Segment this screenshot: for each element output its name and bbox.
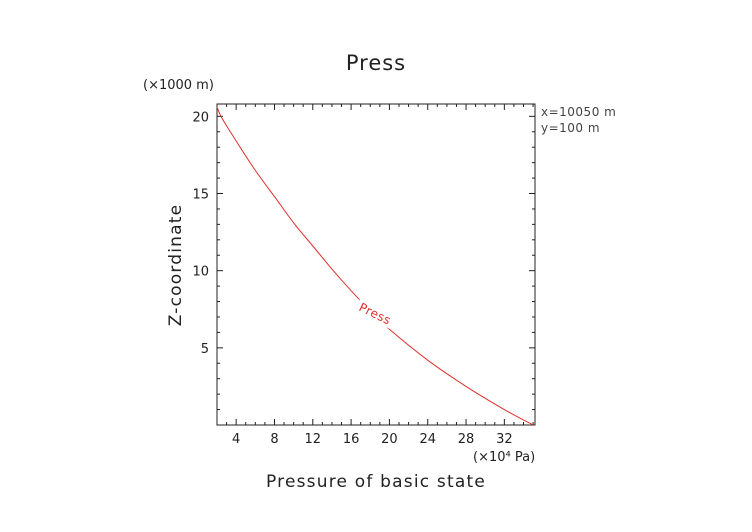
annotation-x: x=10050 m	[541, 105, 616, 119]
y-tick-label: 5	[201, 342, 209, 357]
x-tick-label: 24	[419, 432, 436, 447]
series-line-press	[216, 106, 534, 426]
x-axis-ticks: 4 8 12 16 20 24 28 32	[226, 104, 534, 447]
series-label-gap	[353, 297, 397, 329]
y-tick-label: 20	[192, 110, 209, 125]
x-tick-label: 8	[270, 432, 278, 447]
x-tick-label: 16	[343, 432, 360, 447]
x-unit-label: (×10⁴ Pa)	[473, 450, 535, 465]
y-axis-label: Z-coordinate	[166, 204, 186, 327]
x-tick-label: 4	[232, 432, 240, 447]
series-layer: Press	[216, 106, 534, 426]
series-label-press: Press	[357, 300, 394, 328]
x-tick-label: 12	[305, 432, 322, 447]
y-tick-label: 10	[192, 265, 209, 280]
x-axis-label: Pressure of basic state	[266, 472, 486, 492]
y-tick-label: 15	[192, 188, 209, 203]
y-axis-ticks: 5 10 15 20	[192, 110, 535, 411]
x-tick-label: 20	[381, 432, 398, 447]
x-tick-label: 32	[496, 432, 513, 447]
chart-title: Press	[346, 51, 406, 75]
plot-frame	[216, 103, 536, 426]
annotation-y: y=100 m	[541, 121, 600, 135]
y-unit-label: (×1000 m)	[143, 78, 214, 93]
x-tick-label: 28	[458, 432, 475, 447]
